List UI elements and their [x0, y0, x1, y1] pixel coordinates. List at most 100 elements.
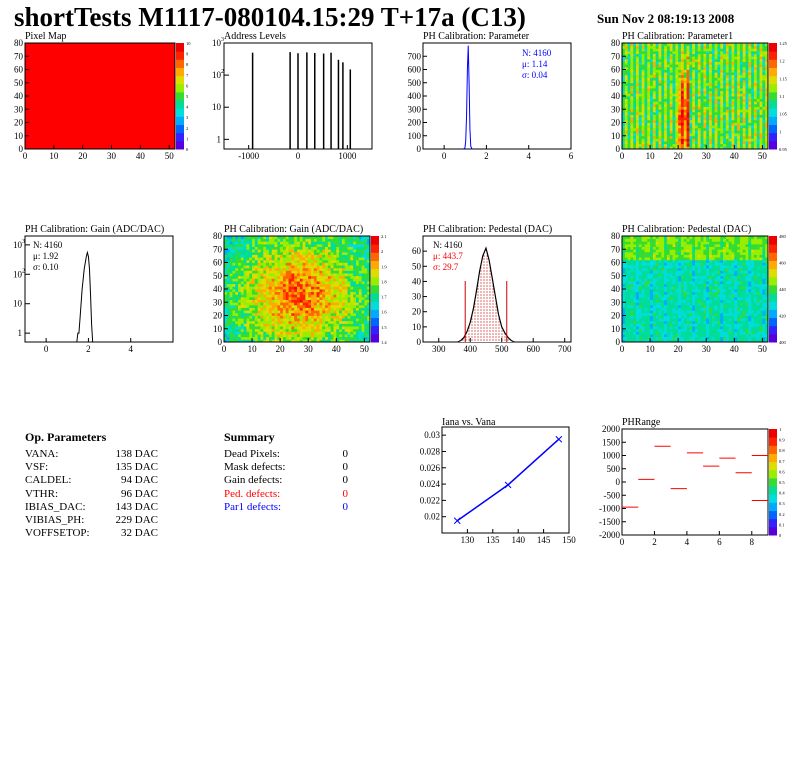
ph-parameter1-cell [652, 106, 657, 110]
ph-parameter1-cell [692, 133, 696, 137]
gain-map-cell [291, 251, 295, 255]
ph-parameter1-cell [647, 96, 651, 100]
ph-parameter1-cell [717, 138, 721, 142]
gain-map-cell [288, 304, 292, 308]
ph-parameter1-cell [630, 143, 634, 147]
gain-map-cell [358, 318, 362, 322]
pedestal-map-cell [636, 312, 640, 316]
gain-map-cell [322, 273, 326, 277]
ph-parameter1-cell [706, 98, 710, 102]
gain-map-cell [232, 267, 236, 271]
gain-map-cell [294, 243, 298, 247]
ph-parameter1-cell [655, 143, 659, 147]
gain-map-cell [347, 236, 351, 240]
gain-map-cell [224, 328, 228, 332]
gain-map-cell [319, 318, 323, 322]
gain-map-cell [350, 286, 354, 290]
gain-map-cell [347, 243, 351, 247]
ph-parameter1-cell [742, 114, 746, 118]
gain-map-cell [358, 236, 362, 240]
gain-map-cell [311, 331, 315, 335]
ph-parameter1-cell [753, 135, 758, 139]
pedestal-map-cell [658, 275, 662, 279]
gain-map-cell [263, 283, 267, 287]
ph-parameter1-cell [695, 72, 699, 76]
gain-map-cell [246, 273, 250, 277]
gain-map-cell [282, 273, 287, 277]
ph-parameter1-cell [756, 48, 760, 52]
ph-parameter1-cell [689, 45, 693, 49]
gain-map-cell [353, 241, 357, 245]
ph-parameter1-cell [751, 48, 755, 52]
gain-map-cell [280, 289, 284, 293]
ph-parameter1-palette-cell [769, 83, 777, 93]
ph-parameter1-cell [737, 98, 741, 102]
gain-map-cell [344, 312, 348, 316]
gain-map-cell [266, 326, 270, 330]
gain-map-cell [257, 339, 261, 343]
gain-map-cell [333, 278, 337, 282]
ph-parameter1-cell [633, 45, 637, 49]
gain-map-cell [336, 243, 340, 247]
gain-map-cell [353, 265, 357, 269]
gain-map-cell [257, 281, 261, 285]
gain-map-cell [268, 275, 273, 279]
gain-map-cell [336, 275, 340, 279]
pedestal-map-cell [650, 296, 654, 300]
pedestal-map-cell [622, 241, 626, 245]
gain-map-cell [294, 270, 298, 274]
gain-map-cell [235, 307, 239, 311]
ph-parameter1-cell [672, 66, 676, 70]
pedestal-map-cell [638, 328, 643, 332]
pedestal-map-cell [624, 251, 629, 255]
ph-parameter1-cell [630, 96, 634, 100]
pedestal-map-cell [624, 318, 629, 322]
ph-parameter1-cell [622, 45, 626, 49]
ph-parameter1-cell [627, 117, 631, 121]
gain-map-cell [238, 249, 242, 253]
ph-parameter1-cell [717, 119, 721, 123]
ph-parameter1-cell [720, 96, 724, 100]
pedestal-map-cell [652, 307, 657, 311]
gain-map-cell [268, 251, 273, 255]
ph-parameter1-cell [644, 133, 648, 137]
ph-parameter1-cell [675, 130, 679, 134]
ph-parameter1-cell [737, 138, 741, 142]
gain-map-cell [277, 339, 281, 343]
gain-map-cell [350, 273, 354, 277]
gain-map-cell [311, 241, 315, 245]
gain-map-cell [254, 254, 259, 258]
ph-parameter1-cell [737, 119, 741, 123]
gain-map-cell [330, 238, 334, 242]
gain-map-cell [246, 259, 250, 263]
ph-parameter1-cell [622, 72, 626, 76]
ph-parameter1-cell [753, 122, 758, 126]
gain-map-cell [260, 251, 264, 255]
ph-parameter1-cell [731, 138, 735, 142]
gain-map-cell [313, 323, 318, 327]
pedestal-map-cell [633, 328, 637, 332]
gain-map-cell [249, 302, 253, 306]
gain-map-cell [226, 275, 231, 279]
ph-parameter1-cell [638, 119, 643, 123]
gain-map-cell [364, 257, 368, 261]
gain-map-cell [282, 296, 287, 300]
gain-map-cell [333, 259, 337, 263]
pedestal-map-cell [641, 326, 645, 330]
pedestal-map-cell [627, 334, 631, 338]
pedestal-map-cell [624, 326, 629, 330]
ph-parameter1-cell [683, 143, 687, 147]
gain-map-cell [311, 291, 315, 295]
y-tick-label: 100 [408, 131, 422, 141]
ph-parameter1-cell [711, 143, 716, 147]
gain-map-cell [224, 315, 228, 319]
gain-map-cell [280, 296, 284, 300]
gain-map-cell [367, 257, 371, 261]
ph-parameter1-cell [697, 48, 702, 52]
gain-map-cell [224, 318, 228, 322]
gain-map-cell [249, 267, 253, 271]
gain-map-cell [243, 304, 247, 308]
gain-map-cell [240, 243, 245, 247]
ph-parameter1-cell [658, 101, 662, 105]
ph-parameter1-cell [680, 69, 685, 73]
